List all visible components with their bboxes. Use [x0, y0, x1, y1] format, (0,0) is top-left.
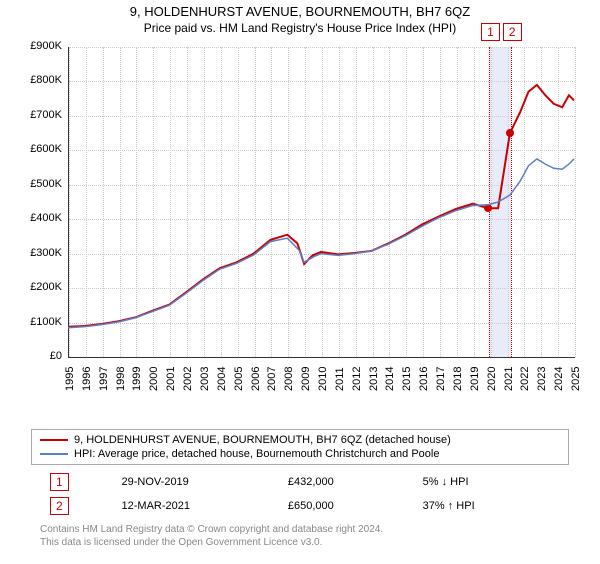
x-tick-label: 2013 — [368, 367, 380, 391]
x-tick-label: 2019 — [469, 367, 481, 391]
x-tick-label: 2008 — [283, 367, 295, 391]
events-table: 1 29-NOV-2019£432,0005% ↓ HPI 2 12-MAR-2021… — [40, 469, 560, 519]
event-delta: 37% ↑ HPI — [415, 495, 558, 517]
x-tick-label: 2023 — [536, 367, 548, 391]
event-tag: 1 — [481, 23, 500, 41]
event-tag: 2 — [503, 23, 522, 41]
series-hpi — [68, 159, 574, 328]
footer-note: Contains HM Land Registry data © Crown c… — [40, 523, 560, 549]
event-delta: 5% ↓ HPI — [415, 471, 558, 493]
x-tick-label: 2007 — [266, 367, 278, 391]
gridline-v — [575, 47, 576, 357]
legend-item: HPI: Average price, detached house, Bour… — [40, 447, 560, 461]
footer-line-2: This data is licensed under the Open Gov… — [40, 536, 560, 549]
x-tick-label: 2014 — [384, 367, 396, 391]
x-tick-label: 1995 — [64, 367, 76, 391]
event-price: £432,000 — [280, 471, 413, 493]
x-tick-label: 2001 — [165, 367, 177, 391]
x-tick-label: 2002 — [182, 367, 194, 391]
x-tick-label: 2016 — [418, 367, 430, 391]
x-tick-label: 2011 — [334, 367, 346, 391]
event-tag-cell: 2 — [50, 497, 69, 515]
x-tick-label: 2000 — [148, 367, 160, 391]
x-tick-label: 1998 — [115, 367, 127, 391]
footer-line-1: Contains HM Land Registry data © Crown c… — [40, 523, 560, 536]
x-tick-label: 2004 — [216, 367, 228, 391]
event-tag-cell: 1 — [50, 473, 69, 491]
table-row: 2 12-MAR-2021£650,00037% ↑ HPI — [42, 495, 558, 517]
x-tick-label: 2025 — [570, 367, 582, 391]
x-tick-label: 2005 — [233, 367, 245, 391]
x-tick-label: 2006 — [250, 367, 262, 391]
table-row: 1 29-NOV-2019£432,0005% ↓ HPI — [42, 471, 558, 493]
price-chart: £0£100K£200K£300K£400K£500K£600K£700K£80… — [20, 41, 580, 401]
legend-swatch — [40, 439, 68, 441]
chart-svg — [20, 41, 574, 357]
x-tick-label: 2020 — [486, 367, 498, 391]
x-tick-label: 2022 — [519, 367, 531, 391]
event-date: 29-NOV-2019 — [114, 471, 278, 493]
x-tick-label: 2021 — [503, 367, 515, 391]
series-property — [68, 85, 574, 327]
x-tick-label: 1996 — [81, 367, 93, 391]
legend-swatch — [40, 453, 68, 455]
event-date: 12-MAR-2021 — [114, 495, 278, 517]
x-tick-label: 2017 — [435, 367, 447, 391]
page-title: 9, HOLDENHURST AVENUE, BOURNEMOUTH, BH7 … — [0, 4, 600, 19]
x-tick-label: 2012 — [351, 367, 363, 391]
x-tick-label: 2010 — [317, 367, 329, 391]
x-tick-label: 2024 — [553, 367, 565, 391]
legend-item: 9, HOLDENHURST AVENUE, BOURNEMOUTH, BH7 … — [40, 433, 560, 447]
x-tick-label: 2018 — [452, 367, 464, 391]
x-tick-label: 1997 — [98, 367, 110, 391]
legend-label: 9, HOLDENHURST AVENUE, BOURNEMOUTH, BH7 … — [74, 434, 451, 446]
x-tick-label: 2009 — [300, 367, 312, 391]
x-tick-label: 1999 — [131, 367, 143, 391]
legend-label: HPI: Average price, detached house, Bour… — [74, 448, 439, 460]
x-tick-label: 2015 — [401, 367, 413, 391]
event-price: £650,000 — [280, 495, 413, 517]
x-tick-label: 2003 — [199, 367, 211, 391]
legend: 9, HOLDENHURST AVENUE, BOURNEMOUTH, BH7 … — [31, 429, 569, 465]
